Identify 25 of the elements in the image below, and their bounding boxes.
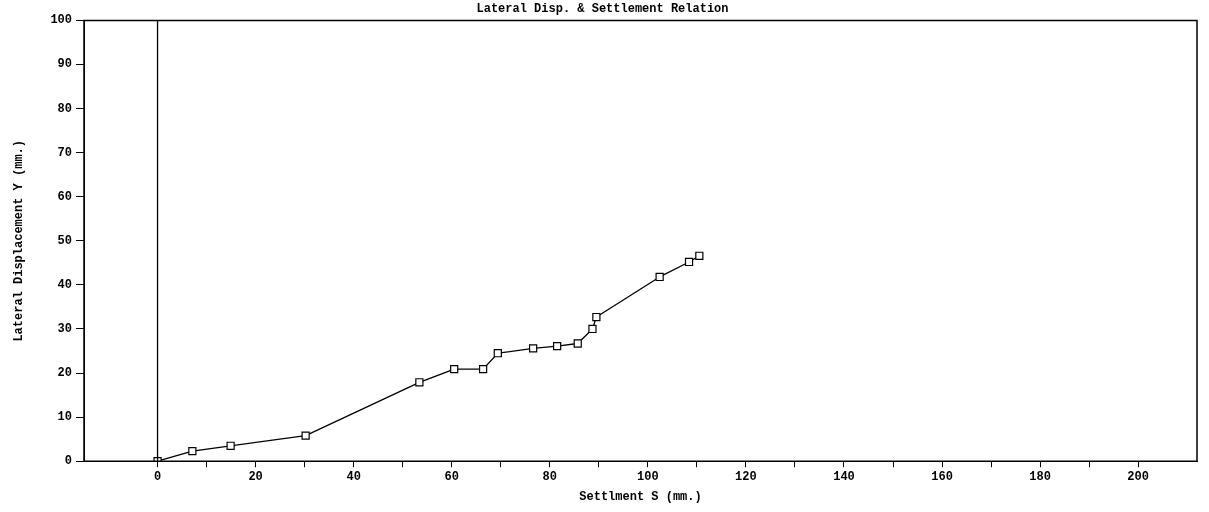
x-tick-label: 20 (248, 470, 263, 485)
y-tick-label: 40 (57, 277, 72, 292)
y-tick-label: 100 (50, 13, 72, 28)
y-axis-title: Lateral Displacement Y (mm.) (12, 139, 27, 342)
x-tick-label: 60 (444, 470, 459, 485)
y-tick-label: 30 (57, 321, 72, 336)
y-tick-label: 70 (57, 145, 72, 160)
y-tick-label: 80 (57, 101, 72, 116)
y-tick-label: 10 (57, 410, 72, 425)
x-tick-label: 140 (833, 470, 855, 485)
y-tick-label: 90 (57, 57, 72, 72)
y-tick-label: 20 (57, 366, 72, 381)
y-tick-label: 0 (64, 454, 72, 469)
x-axis-title: Settlment S (mm.) (579, 489, 702, 504)
y-tick-label: 60 (57, 189, 72, 204)
x-tick-label: 200 (1127, 470, 1149, 485)
x-tick-label: 100 (637, 470, 659, 485)
x-tick-label: 120 (735, 470, 757, 485)
x-tick-label: 160 (931, 470, 953, 485)
x-tick-label: 0 (153, 470, 162, 485)
y-tick-label: 50 (57, 233, 72, 248)
x-tick-label: 180 (1029, 470, 1051, 485)
x-tick-label: 80 (542, 470, 557, 485)
chart-title: Lateral Disp. & Settlement Relation (476, 2, 729, 17)
x-tick-label: 40 (346, 470, 361, 485)
